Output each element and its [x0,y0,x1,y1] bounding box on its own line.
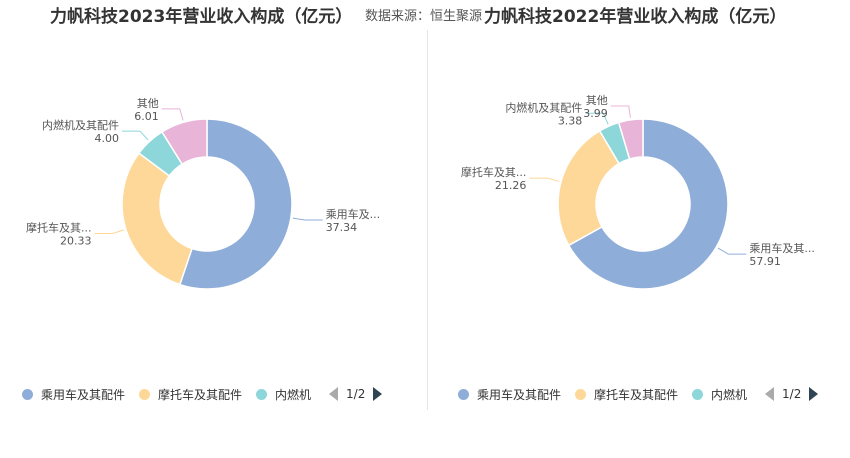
legend-label: 内燃机 [275,387,312,402]
donut-slice[interactable] [178,118,293,290]
legend-pager: 1/2 [761,387,819,401]
prev-page-icon[interactable] [765,387,775,401]
legend-pager: 1/2 [325,387,383,401]
legend-item-engine[interactable]: 内燃机 [692,386,747,403]
slice-value-label: 37.34 [326,221,358,234]
slice-name-label: 内燃机及其配件 [505,100,582,114]
legend-item-engine[interactable]: 内燃机 [256,386,311,403]
slice-value-label: 4.00 [94,132,119,145]
legend-label: 乘用车及其配件 [41,387,126,402]
slice-value-label: 6.01 [134,110,159,123]
label-leader-line [161,108,184,121]
slice-name-label: 摩托车及其... [461,165,527,179]
chart-title-2022: 力帆科技2022年营业收入构成（亿元） [484,7,787,27]
legend-label: 摩托车及其配件 [594,387,679,402]
next-page-icon[interactable] [809,387,819,401]
label-leader-line [94,229,125,234]
label-leader-line [610,105,631,118]
slice-name-label: 乘用车及... [326,207,381,221]
donut-slice[interactable] [557,129,621,247]
data-source-text: 数据来源：恒生聚源 [365,9,483,24]
legend-page-indicator: 1/2 [782,387,802,401]
legend-dot-icon [256,388,268,400]
prev-page-icon[interactable] [329,387,339,401]
slice-value-label: 21.26 [495,179,527,192]
legend-label: 乘用车及其配件 [477,387,562,402]
legend-item-motorcycle[interactable]: 摩托车及其配件 [139,386,242,403]
legend-page-indicator: 1/2 [346,387,366,401]
legend-item-passenger-car[interactable]: 乘用车及其配件 [22,386,125,403]
legend-label: 内燃机 [711,387,748,402]
donut-slice[interactable] [567,118,729,290]
legend-dot-icon [575,388,587,400]
slice-value-label: 3.99 [583,107,608,120]
legend-item-motorcycle[interactable]: 摩托车及其配件 [575,386,678,403]
label-leader-line [292,217,323,221]
slice-value-label: 57.91 [749,255,781,268]
slice-value-label: 3.38 [558,114,583,127]
legend-dot-icon [22,388,33,400]
slice-name-label: 乘用车及其... [749,241,815,255]
legend-item-passenger-car[interactable]: 乘用车及其配件 [458,386,561,403]
legend-label: 摩托车及其配件 [158,387,243,402]
slice-name-label: 其他 [586,94,608,107]
slice-name-label: 内燃机及其配件 [42,118,119,132]
slice-name-label: 摩托车及其... [26,220,92,234]
donut-chart-2022: 乘用车及其...57.91 摩托车及其...21.26 内燃机及其配件3.38其他3… [461,94,815,290]
legend-dot-icon [139,388,151,400]
label-leader-line [717,247,747,255]
legend-2023: 乘用车及其配件 摩托车及其配件 内燃机 1/2 [22,384,383,404]
donut-slice[interactable] [121,152,193,286]
label-leader-line [585,112,609,125]
legend-dot-icon [458,388,469,400]
legend-2022: 乘用车及其配件 摩托车及其配件 内燃机 1/2 [458,384,819,404]
label-leader-line [529,177,560,182]
chart-title-2023: 力帆科技2023年营业收入构成（亿元） [50,7,353,27]
next-page-icon[interactable] [373,387,383,401]
legend-dot-icon [692,388,704,400]
label-leader-line [121,130,149,141]
panel-divider [427,30,428,410]
slice-value-label: 20.33 [60,234,92,247]
donut-slice[interactable] [617,118,644,160]
donut-slice[interactable] [160,118,208,166]
slice-name-label: 其他 [137,97,159,110]
